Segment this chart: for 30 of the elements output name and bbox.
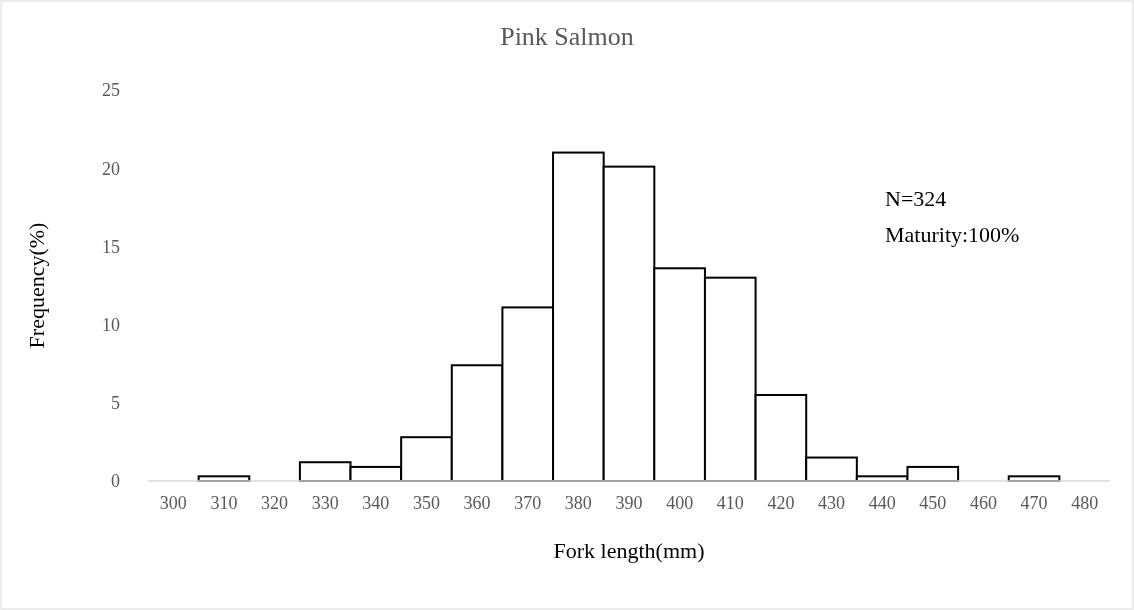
x-tick-label: 390	[615, 493, 643, 513]
annotation: N=324	[885, 186, 947, 211]
y-tick-label: 5	[111, 393, 120, 414]
y-tick-label: 20	[102, 158, 120, 179]
x-tick-label: 410	[716, 493, 744, 513]
x-tick-label: 360	[463, 493, 491, 513]
annotation: Maturity:100%	[885, 222, 1020, 247]
x-tick-label: 460	[969, 493, 997, 513]
x-tick-label: 380	[564, 493, 592, 513]
x-tick-label: 350	[412, 493, 440, 513]
chart-title: Pink Salmon	[500, 22, 634, 51]
x-tick-label: 430	[818, 493, 846, 513]
x-tick-label: 330	[311, 493, 339, 513]
x-tick-label: 320	[261, 493, 289, 513]
x-tick-label: 450	[919, 493, 947, 513]
x-tick-label: 400	[666, 493, 694, 513]
x-tick-label: 340	[362, 493, 390, 513]
y-axis-title: Frequency(%)	[24, 222, 49, 349]
y-tick-label: 10	[102, 314, 120, 335]
x-tick-label: 480	[1071, 493, 1099, 513]
x-tick-label: 470	[1020, 493, 1048, 513]
x-tick-label: 440	[868, 493, 896, 513]
y-tick-label: 25	[102, 80, 120, 101]
x-tick-label: 300	[159, 493, 187, 513]
x-tick-label: 370	[514, 493, 542, 513]
y-tick-label: 0	[111, 471, 120, 492]
x-tick-label: 310	[210, 493, 238, 513]
x-tick-label: 420	[767, 493, 795, 513]
x-axis-title: Fork length(mm)	[553, 538, 705, 563]
y-tick-label: 15	[102, 236, 120, 257]
